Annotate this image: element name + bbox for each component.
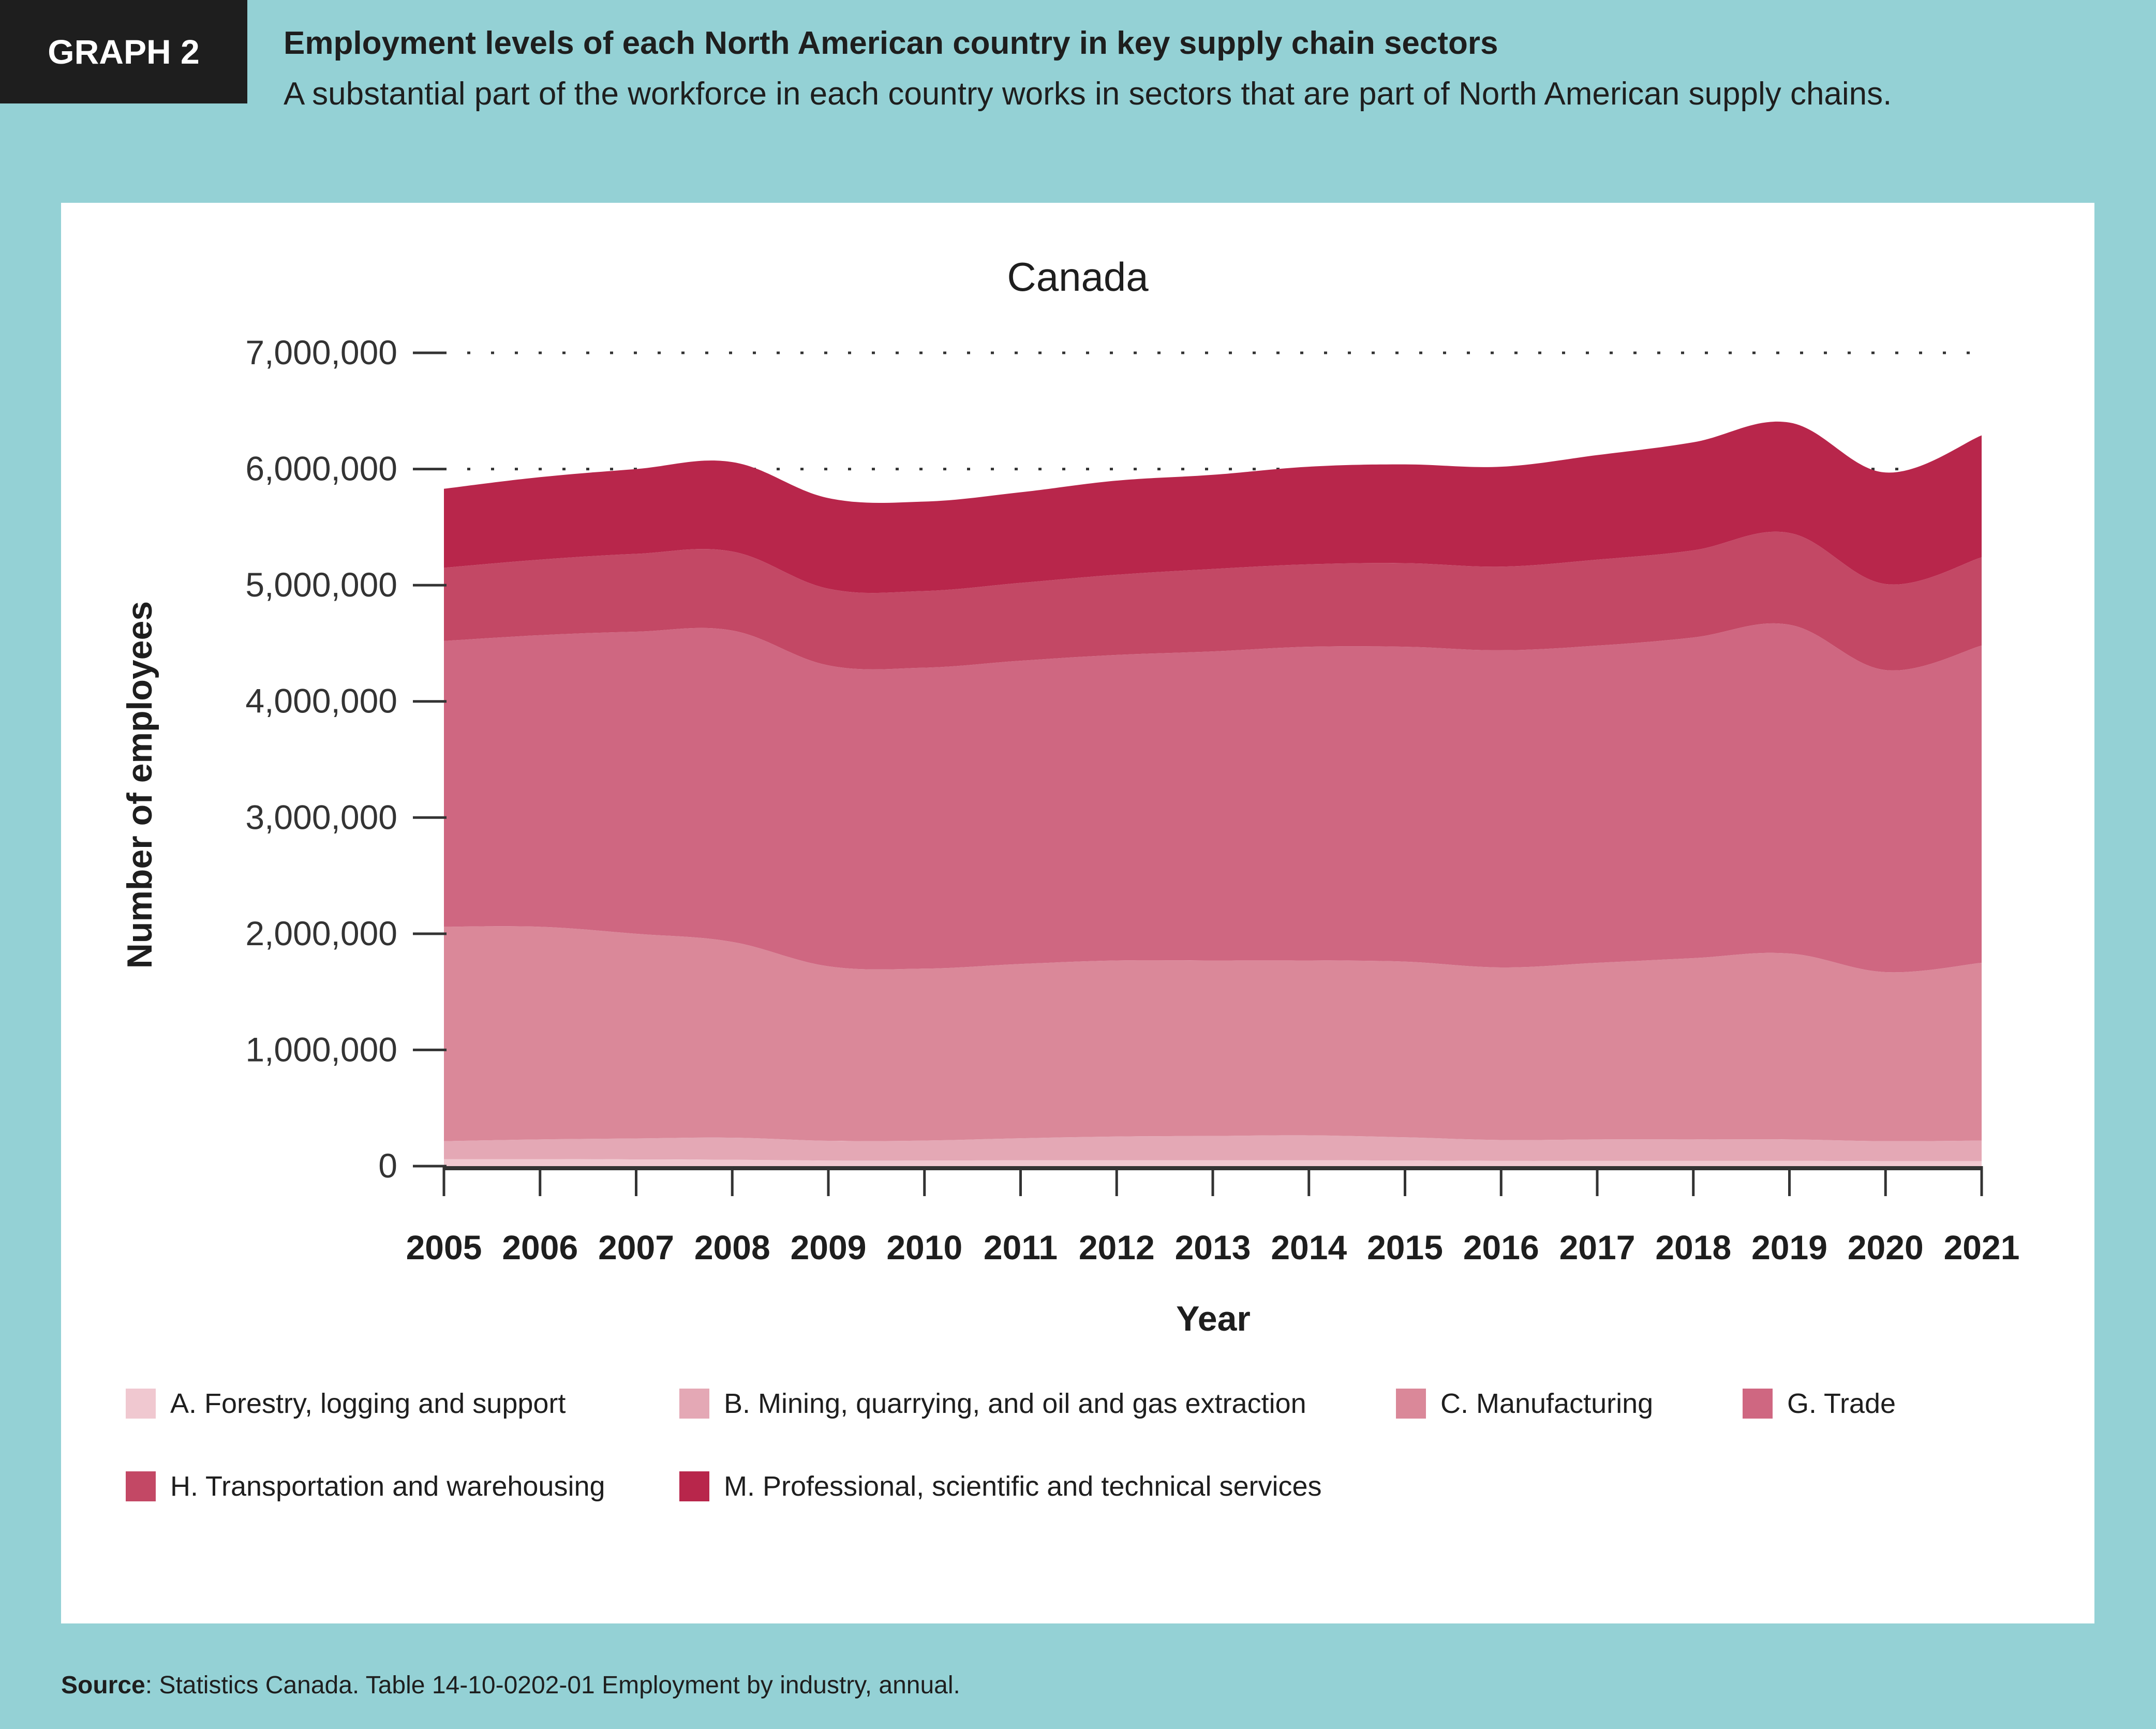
y-tick-label: 7,000,000	[245, 333, 397, 371]
x-tick-label: 2006	[502, 1228, 578, 1266]
x-tick-label: 2015	[1367, 1228, 1443, 1266]
legend-item: M. Professional, scientific and technica…	[679, 1470, 1322, 1502]
figure-subtitle: A substantial part of the workforce in e…	[284, 76, 1892, 112]
source-label: Source	[61, 1672, 145, 1699]
x-tick-label: 2013	[1175, 1228, 1251, 1266]
y-tick-label: 6,000,000	[245, 450, 397, 488]
legend-item: C. Manufacturing	[1396, 1388, 1653, 1420]
legend-swatch	[679, 1471, 709, 1501]
legend-swatch	[1396, 1389, 1426, 1419]
x-tick-label: 2005	[406, 1228, 482, 1266]
y-tick-label: 0	[378, 1146, 397, 1185]
y-tick-label: 1,000,000	[245, 1030, 397, 1068]
x-axis-title: Year	[1176, 1299, 1251, 1338]
x-tick-label: 2008	[694, 1228, 770, 1266]
legend-label: C. Manufacturing	[1440, 1388, 1654, 1419]
legend-label: H. Transportation and warehousing	[170, 1471, 605, 1502]
x-axis: 2005 2006 2007 2008 2009 2010 2011 2012 2013 2014…	[406, 1166, 2020, 1266]
legend-swatch	[126, 1471, 156, 1501]
area-series-6	[444, 421, 1982, 593]
area-series-4	[444, 623, 1982, 973]
legend-label: G. Trade	[1787, 1388, 1896, 1419]
area-series-3	[444, 926, 1982, 1141]
x-tick-label: 2016	[1463, 1228, 1539, 1266]
x-tick-label: 2021	[1944, 1228, 2020, 1266]
x-tick-label: 2012	[1079, 1228, 1155, 1266]
x-tick-label: 2018	[1655, 1228, 1731, 1266]
legend-swatch	[126, 1389, 156, 1419]
chart-panel: Canada 0 1,000,000 2,000,000 3,000,000 4,000…	[61, 203, 2094, 1623]
y-tick-label: 4,000,000	[245, 682, 397, 720]
y-tick-label: 3,000,000	[245, 798, 397, 836]
legend-label: A. Forestry, logging and support	[170, 1388, 566, 1419]
legend-item: B. Mining, quarrying, and oil and gas ex…	[679, 1388, 1306, 1420]
y-tick-label: 5,000,000	[245, 565, 397, 604]
y-tick-label: 2,000,000	[245, 914, 397, 952]
x-tick-label: 2007	[598, 1228, 674, 1266]
area-series-1	[444, 1159, 1982, 1166]
legend-item: A. Forestry, logging and support	[126, 1388, 566, 1420]
legend-swatch	[1743, 1389, 1773, 1419]
stacked-area-chart: Canada 0 1,000,000 2,000,000 3,000,000 4,000…	[120, 254, 2020, 1338]
legend-item: G. Trade	[1743, 1388, 1896, 1420]
legend-label: B. Mining, quarrying, and oil and gas ex…	[724, 1388, 1306, 1419]
x-tick-label: 2009	[791, 1228, 867, 1266]
legend-swatch	[679, 1389, 709, 1419]
x-tick-label: 2010	[886, 1228, 962, 1266]
y-axis: 0 1,000,000 2,000,000 3,000,000 4,000,000 5,0…	[245, 333, 447, 1185]
y-axis-title: Number of employees	[120, 601, 159, 968]
legend-label: M. Professional, scientific and technica…	[724, 1471, 1322, 1502]
source-note: Source: Statistics Canada. Table 14-10-0…	[61, 1671, 960, 1700]
source-text: : Statistics Canada. Table 14-10-0202-01…	[145, 1672, 960, 1699]
x-tick-label: 2017	[1559, 1228, 1635, 1266]
x-tick-label: 2011	[984, 1228, 1058, 1266]
legend-item: H. Transportation and warehousing	[126, 1470, 605, 1502]
area-series-5	[444, 531, 1982, 670]
figure-title: Employment levels of each North American…	[284, 25, 1498, 61]
x-tick-label: 2019	[1751, 1228, 1827, 1266]
area-layers	[444, 421, 1982, 1166]
x-tick-label: 2020	[1848, 1228, 1924, 1266]
chart-title: Canada	[1007, 254, 1149, 300]
area-series-2	[444, 1135, 1982, 1161]
graph-number-tag: GRAPH 2	[0, 0, 247, 103]
x-tick-label: 2014	[1271, 1228, 1347, 1266]
